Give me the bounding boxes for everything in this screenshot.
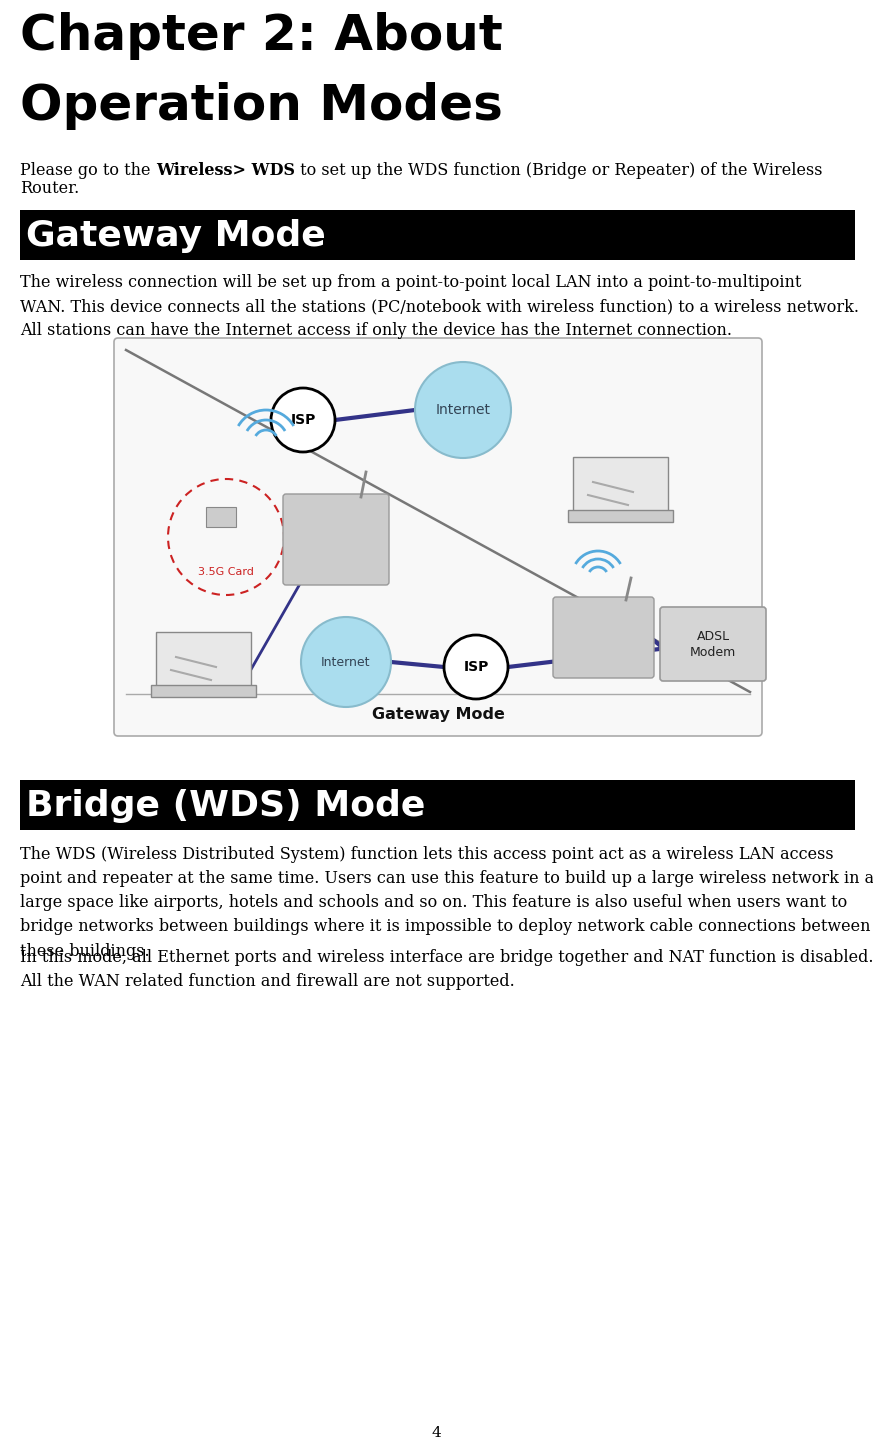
Text: 3.5G Card: 3.5G Card [198,567,254,578]
Text: ISP: ISP [464,661,489,674]
Text: 4: 4 [431,1426,442,1440]
Bar [206,506,236,527]
Circle shape [301,617,391,707]
Text: Operation Modes: Operation Modes [20,81,503,129]
Bar [20,210,855,260]
Text: Please go to the: Please go to the [20,162,155,179]
Text: Bridge (WDS) Mode: Bridge (WDS) Mode [26,789,425,824]
FancyBboxPatch shape [283,495,389,585]
Bar [151,685,256,697]
Bar [573,457,668,512]
Bar [20,780,855,829]
Circle shape [271,388,335,453]
Text: Wireless> WDS: Wireless> WDS [155,162,294,179]
Text: ADSL
Modem: ADSL Modem [690,630,736,659]
Text: The WDS (Wireless Distributed System) function lets this access point act as a w: The WDS (Wireless Distributed System) fu… [20,845,873,960]
Circle shape [415,362,511,458]
Text: Gateway Mode: Gateway Mode [372,707,505,722]
Circle shape [444,634,508,698]
Bar [568,511,673,522]
FancyBboxPatch shape [660,607,766,681]
FancyBboxPatch shape [114,338,762,736]
FancyBboxPatch shape [553,597,654,678]
Text: In this mode, all Ethernet ports and wireless interface are bridge together and : In this mode, all Ethernet ports and wir… [20,949,873,991]
Text: to set up the WDS function (Bridge or Repeater) of the Wireless: to set up the WDS function (Bridge or Re… [294,162,822,179]
Text: ISP: ISP [291,413,316,426]
Text: Router.: Router. [20,180,79,196]
Bar [156,631,251,687]
Text: Chapter 2: About: Chapter 2: About [20,12,503,60]
Text: Gateway Mode: Gateway Mode [26,220,326,253]
Text: Internet: Internet [436,403,491,418]
Text: The wireless connection will be set up from a point-to-point local LAN into a po: The wireless connection will be set up f… [20,274,859,339]
Text: Internet: Internet [321,656,371,668]
